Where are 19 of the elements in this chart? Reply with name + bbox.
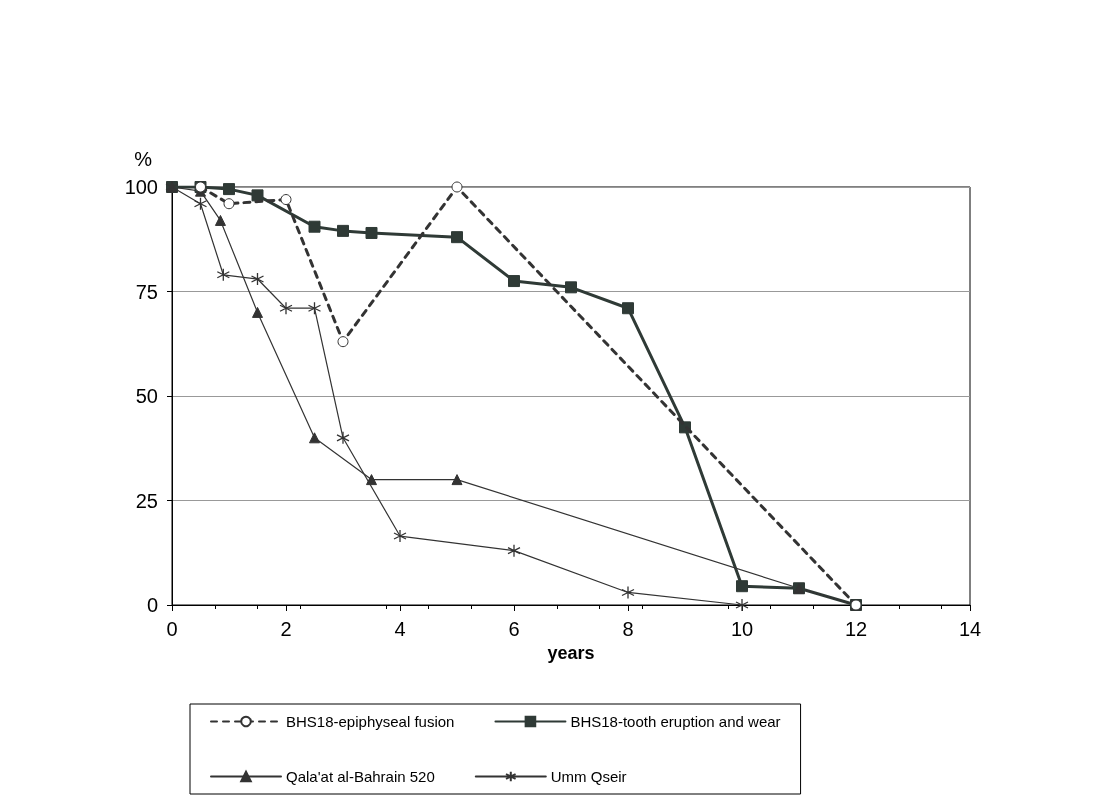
legend-label: Qala'at al-Bahrain 520 — [286, 768, 435, 785]
y-axis-title: % — [134, 148, 153, 170]
x-tick-label: 2 — [280, 618, 292, 640]
x-tick-label: 8 — [622, 618, 634, 640]
y-tick-label: 100 — [124, 176, 158, 198]
x-tick-label: 0 — [166, 618, 178, 640]
x-tick-label: 10 — [730, 618, 754, 640]
y-tick-label: 75 — [135, 280, 158, 303]
y-tick-label: 0 — [146, 594, 158, 616]
y-tick-label: 25 — [135, 489, 158, 512]
legend-label: BHS18-epiphyseal fusion — [286, 713, 455, 730]
x-tick-label: 4 — [394, 618, 406, 640]
legend-label: BHS18-tooth eruption and wear — [570, 713, 781, 730]
legend-label: Umm Qseir — [550, 768, 627, 785]
x-tick-label: 12 — [844, 618, 868, 640]
x-axis-title: years — [547, 642, 595, 663]
y-tick-label: 50 — [135, 385, 158, 407]
x-tick-label: 6 — [508, 618, 520, 640]
x-tick-label: 14 — [958, 618, 982, 640]
